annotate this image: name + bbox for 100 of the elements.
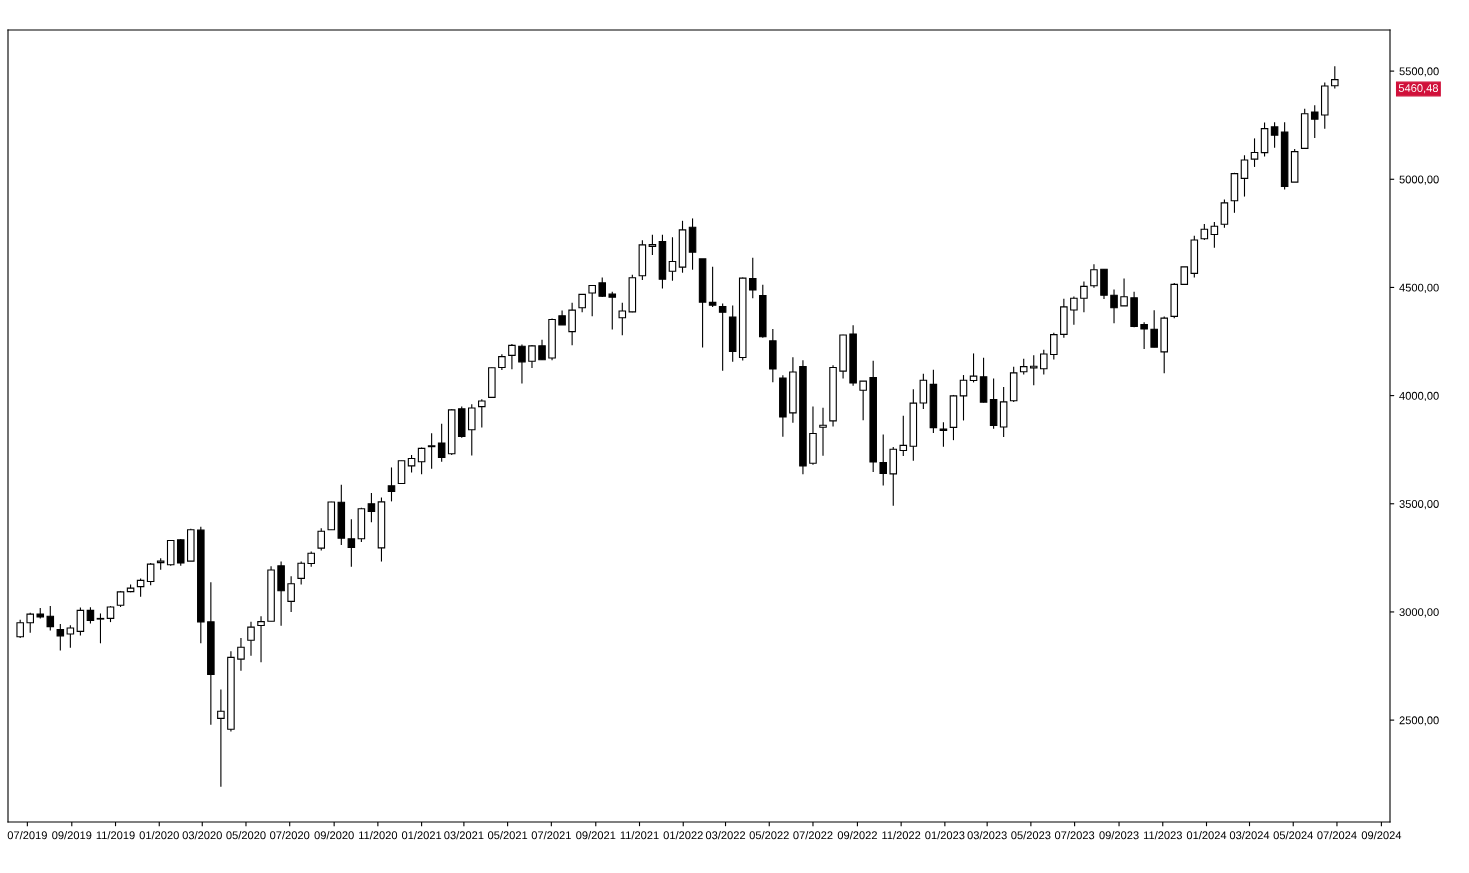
candlestick (1240, 154, 1249, 198)
candlestick (467, 403, 476, 457)
candlestick (708, 266, 717, 308)
candlestick (1029, 354, 1038, 386)
candlestick (66, 624, 75, 649)
candlestick (1210, 221, 1219, 249)
candlestick (96, 612, 105, 644)
candlestick (367, 492, 376, 523)
x-tick-label: 01/2023 (925, 831, 965, 840)
candlestick (176, 538, 185, 567)
candlestick (1150, 309, 1158, 348)
x-tick-label: 07/2020 (270, 831, 310, 840)
x-tick-label: 11/2019 (96, 831, 135, 840)
x-tick-label: 03/2024 (1229, 831, 1270, 840)
candlestick (1050, 332, 1058, 361)
candlestick (287, 575, 295, 613)
candlestick (508, 343, 516, 370)
candlestick (237, 637, 245, 672)
candlestick (1331, 65, 1339, 89)
candlestick (217, 689, 225, 788)
candlestick (478, 398, 486, 428)
candlestick (969, 352, 978, 383)
candlestick (668, 236, 677, 282)
candlestick (819, 407, 827, 457)
candlestick (347, 518, 356, 568)
x-tick-label: 05/2021 (487, 831, 528, 840)
x-tick-label: 05/2022 (749, 831, 789, 840)
x-tick-label: 09/2021 (576, 831, 616, 840)
x-tick-label: 07/2019 (7, 831, 47, 840)
candlestick (317, 527, 326, 552)
candlestick (568, 302, 576, 346)
y-tick-label: 4000,00 (1399, 391, 1439, 402)
candlestick (598, 276, 607, 298)
candlestick (297, 560, 305, 586)
candlestick (1140, 321, 1148, 350)
y-tick-label: 5000,00 (1399, 175, 1439, 185)
candlestick (618, 302, 627, 336)
x-tick-label: 09/2022 (837, 831, 877, 840)
candlestick (648, 234, 657, 256)
x-tick-label: 09/2023 (1099, 831, 1139, 840)
candlestick (939, 421, 948, 448)
candlestick (1080, 280, 1088, 313)
candlestick (417, 446, 426, 475)
candlestick (718, 302, 727, 372)
y-tick-label: 4500,00 (1399, 283, 1439, 293)
x-tick-label: 11/2022 (882, 831, 921, 840)
x-tick-label: 05/2024 (1273, 831, 1313, 840)
candlestick (247, 621, 255, 657)
x-tick-label: 03/2023 (967, 831, 1007, 840)
candlestick (879, 433, 887, 487)
candlestick (257, 615, 265, 663)
y-tick-label: 5500,00 (1399, 67, 1439, 77)
candlestick (437, 423, 446, 463)
candlestick (46, 605, 55, 632)
x-tick-label: 01/2021 (401, 831, 442, 840)
candlestick (56, 623, 65, 652)
candlestick (397, 460, 406, 484)
candlestick (518, 343, 526, 385)
x-tick-label: 07/2022 (793, 831, 833, 840)
y-tick-label: 3000,00 (1399, 608, 1439, 618)
candlestick (538, 339, 546, 361)
candlestick (959, 374, 968, 422)
candlestick (1120, 278, 1128, 307)
candlestick (608, 291, 617, 331)
candlestick (1110, 289, 1118, 324)
candlestick (748, 257, 757, 299)
candlestick (146, 562, 155, 586)
x-tick-label: 05/2023 (1011, 831, 1051, 840)
x-tick-label: 03/2022 (705, 831, 746, 840)
x-tick-label: 11/2023 (1143, 831, 1182, 840)
x-tick-label: 01/2024 (1186, 831, 1227, 840)
candlestick (1070, 295, 1078, 326)
x-tick-label: 01/2020 (139, 831, 179, 840)
candlestick (919, 373, 928, 410)
candlestick (1090, 263, 1098, 289)
x-tick-label: 09/2019 (52, 831, 92, 840)
candlestick (899, 415, 908, 457)
candlestick (1310, 104, 1319, 139)
candlestick (1040, 349, 1048, 375)
x-tick-label: 03/2020 (182, 831, 222, 840)
candlestick (1270, 121, 1279, 149)
candlestick (387, 466, 396, 502)
x-tick-label: 11/2021 (620, 831, 659, 840)
x-tick-label: 07/2021 (531, 831, 571, 840)
x-tick-label: 01/2022 (663, 831, 703, 840)
y-tick-label: 3500,00 (1399, 500, 1439, 510)
candlestick (16, 619, 24, 639)
x-tick-label: 09/2020 (314, 831, 354, 840)
candlestick (859, 380, 867, 421)
x-tick-label: 03/2021 (444, 831, 484, 840)
x-tick-label: 07/2024 (1317, 831, 1357, 840)
x-tick-label: 05/2020 (226, 831, 266, 840)
x-tick-label: 07/2023 (1054, 831, 1095, 840)
candlestick (76, 606, 85, 637)
text: 5460,48 (1398, 84, 1439, 94)
candlestick (588, 284, 596, 317)
candlestick (1250, 137, 1259, 168)
candlestick (1220, 198, 1229, 229)
candlestick (427, 432, 436, 470)
x-tick-label: 11/2020 (359, 831, 398, 840)
